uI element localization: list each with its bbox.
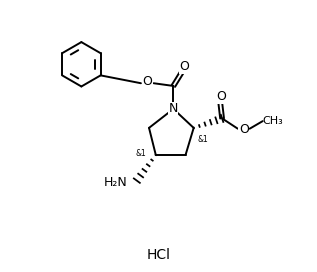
Text: H₂N: H₂N [104,175,127,188]
Text: N: N [169,103,178,115]
Text: O: O [216,90,226,103]
Text: O: O [239,123,249,136]
Text: O: O [179,60,189,73]
Text: O: O [143,75,152,88]
Text: &1: &1 [135,149,146,158]
Text: &1: &1 [198,135,209,144]
Text: CH₃: CH₃ [263,116,283,126]
Text: HCl: HCl [146,248,171,262]
